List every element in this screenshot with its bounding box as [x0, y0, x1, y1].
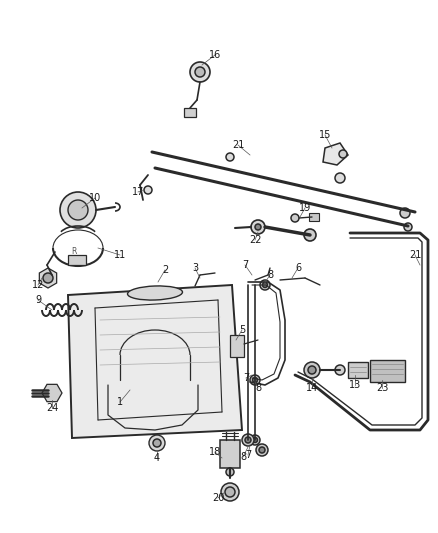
- Circle shape: [225, 487, 235, 497]
- Circle shape: [259, 447, 265, 453]
- Circle shape: [251, 220, 265, 234]
- Circle shape: [221, 483, 239, 501]
- Text: 7: 7: [245, 450, 251, 460]
- Text: R: R: [71, 247, 77, 256]
- Text: 21: 21: [409, 250, 421, 260]
- Ellipse shape: [127, 286, 183, 300]
- Text: 24: 24: [46, 403, 58, 413]
- Text: 22: 22: [249, 235, 261, 245]
- Circle shape: [308, 366, 316, 374]
- Text: 16: 16: [209, 50, 221, 60]
- Circle shape: [335, 173, 345, 183]
- Text: 21: 21: [232, 140, 244, 150]
- Polygon shape: [323, 143, 348, 165]
- Text: 20: 20: [212, 493, 224, 503]
- Text: 2: 2: [162, 265, 168, 275]
- Polygon shape: [68, 285, 242, 438]
- Bar: [370, 360, 405, 382]
- Text: 8: 8: [240, 452, 246, 462]
- Text: 7: 7: [242, 260, 248, 270]
- Bar: [68, 255, 86, 265]
- Bar: [220, 440, 240, 468]
- Circle shape: [195, 67, 205, 77]
- Circle shape: [256, 444, 268, 456]
- Bar: [184, 108, 196, 117]
- Text: 13: 13: [349, 380, 361, 390]
- Circle shape: [260, 280, 270, 290]
- Circle shape: [335, 365, 345, 375]
- Text: 7: 7: [243, 373, 249, 383]
- Text: 9: 9: [35, 295, 41, 305]
- Circle shape: [43, 273, 53, 283]
- Text: 3: 3: [192, 263, 198, 273]
- Text: 19: 19: [299, 203, 311, 213]
- Circle shape: [242, 434, 254, 446]
- Circle shape: [252, 377, 258, 383]
- Circle shape: [404, 223, 412, 231]
- Circle shape: [304, 362, 320, 378]
- Circle shape: [226, 468, 234, 476]
- Bar: [309, 213, 319, 221]
- Text: 15: 15: [319, 130, 331, 140]
- Text: 23: 23: [376, 383, 388, 393]
- Text: 10: 10: [89, 193, 101, 203]
- Text: 14: 14: [306, 383, 318, 393]
- Text: 11: 11: [114, 250, 126, 260]
- Circle shape: [153, 439, 161, 447]
- Circle shape: [144, 186, 152, 194]
- Polygon shape: [42, 384, 62, 402]
- Text: 1: 1: [117, 397, 123, 407]
- Circle shape: [190, 62, 210, 82]
- Polygon shape: [39, 268, 57, 288]
- Circle shape: [60, 192, 96, 228]
- Text: 12: 12: [32, 280, 44, 290]
- Text: 17: 17: [132, 187, 144, 197]
- Circle shape: [68, 200, 88, 220]
- Text: 6: 6: [295, 263, 301, 273]
- Circle shape: [262, 282, 268, 287]
- Circle shape: [245, 437, 251, 443]
- Circle shape: [291, 214, 299, 222]
- Circle shape: [149, 435, 165, 451]
- Text: 5: 5: [239, 325, 245, 335]
- Circle shape: [250, 435, 260, 445]
- Text: 8: 8: [267, 270, 273, 280]
- Circle shape: [400, 208, 410, 218]
- Circle shape: [304, 229, 316, 241]
- Text: 18: 18: [209, 447, 221, 457]
- Circle shape: [252, 438, 258, 442]
- Circle shape: [339, 150, 347, 158]
- Circle shape: [255, 224, 261, 230]
- Text: 8: 8: [255, 383, 261, 393]
- Circle shape: [226, 153, 234, 161]
- Bar: [230, 335, 244, 357]
- Text: 4: 4: [154, 453, 160, 463]
- Circle shape: [250, 375, 260, 385]
- Bar: [348, 362, 368, 378]
